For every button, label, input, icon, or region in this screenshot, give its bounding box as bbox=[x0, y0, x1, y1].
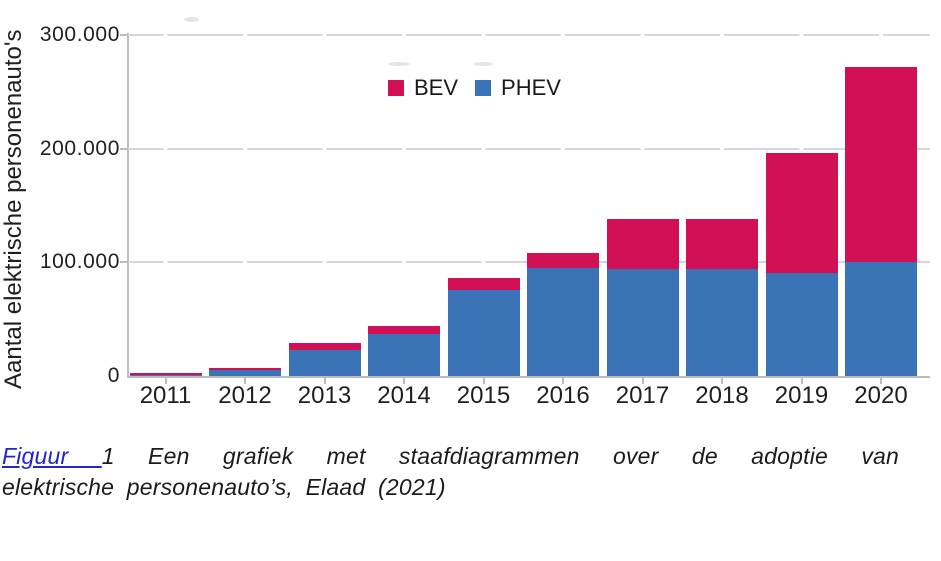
x-tick-label-2013: 2013 bbox=[297, 382, 352, 409]
bar-segment-phev-2016 bbox=[527, 268, 599, 376]
x-axis-line bbox=[127, 376, 930, 378]
x-tick-label-2015: 2015 bbox=[456, 382, 511, 409]
caption-line1-text: 1 Een grafiek met staafdiagrammen over d… bbox=[101, 443, 899, 469]
x-tick-label-2016: 2016 bbox=[536, 382, 590, 409]
x-tick-label-2011: 2011 bbox=[139, 382, 192, 409]
legend-label-phev: PHEV bbox=[501, 75, 561, 100]
y-tick-mark bbox=[120, 261, 128, 264]
gridline-300.000 bbox=[128, 34, 930, 37]
bar-segment-bev-2012 bbox=[209, 368, 281, 371]
figure-caption: Figuur 1 Een grafiek met staafdiagrammen… bbox=[2, 441, 899, 503]
bar-segment-bev-2017 bbox=[606, 219, 679, 270]
x-tick-label-2018: 2018 bbox=[695, 382, 749, 409]
bar-segment-phev-2013 bbox=[288, 349, 361, 376]
bar-segment-phev-2019 bbox=[765, 272, 838, 376]
y-tick-label: 300.000 bbox=[39, 23, 120, 47]
bar-segment-bev-2015 bbox=[447, 278, 520, 290]
smudge-artifact bbox=[388, 62, 410, 66]
bar-segment-bev-2011 bbox=[129, 373, 202, 376]
x-tick-mark bbox=[880, 377, 882, 384]
x-tick-label-2020: 2020 bbox=[854, 382, 908, 409]
bar-segment-bev-2013 bbox=[288, 343, 361, 350]
bar-segment-phev-2014 bbox=[368, 333, 440, 376]
bar-segment-phev-2012 bbox=[209, 370, 281, 376]
caption-line-1: Figuur 1 Een grafiek met staafdiagrammen… bbox=[2, 441, 899, 472]
x-tick-mark bbox=[403, 377, 405, 384]
x-tick-mark bbox=[482, 377, 485, 384]
bar-segment-bev-2018 bbox=[686, 219, 758, 270]
x-tick-label-2017: 2017 bbox=[615, 382, 670, 409]
x-tick-label-2019: 2019 bbox=[774, 382, 829, 409]
x-tick-mark bbox=[244, 377, 246, 384]
legend-swatch-phev bbox=[475, 80, 492, 96]
x-tick-mark bbox=[721, 377, 723, 384]
smudge-artifact bbox=[184, 17, 199, 22]
y-axis-title: Aantal elektrische personenauto's bbox=[0, 29, 27, 389]
bar-segment-bev-2016 bbox=[527, 253, 599, 269]
x-tick-label-2012: 2012 bbox=[218, 382, 272, 409]
y-axis-line bbox=[127, 33, 129, 378]
x-tick-mark bbox=[323, 377, 326, 384]
smudge-artifact bbox=[473, 62, 493, 66]
x-tick-mark bbox=[164, 377, 167, 384]
y-tick-label: 200.000 bbox=[39, 136, 120, 160]
x-tick-mark bbox=[800, 377, 803, 384]
x-tick-mark bbox=[641, 377, 644, 384]
y-tick-label: 0 bbox=[107, 364, 120, 387]
bar-segment-phev-2018 bbox=[686, 269, 758, 376]
bar-segment-phev-2017 bbox=[606, 269, 679, 376]
x-tick-mark bbox=[562, 377, 564, 384]
bar-segment-bev-2020 bbox=[845, 67, 917, 263]
bar-segment-bev-2019 bbox=[765, 153, 838, 273]
y-tick-label: 100.000 bbox=[39, 250, 120, 274]
y-tick-mark bbox=[120, 147, 128, 150]
gridline-200.000 bbox=[128, 147, 930, 150]
legend-item-phev: PHEV bbox=[475, 75, 561, 100]
legend-label-bev: BEV bbox=[414, 75, 459, 100]
legend-item-bev: BEV bbox=[388, 75, 459, 100]
y-tick-mark bbox=[120, 34, 128, 37]
caption-line-2: elektrische personenauto’s, Elaad (2021) bbox=[2, 474, 446, 500]
bar-segment-phev-2020 bbox=[845, 262, 917, 376]
legend-swatch-bev bbox=[388, 80, 404, 96]
bar-segment-phev-2011 bbox=[129, 375, 202, 376]
chart-legend: BEV PHEV bbox=[388, 75, 561, 100]
figuur-link[interactable]: Figuur bbox=[2, 443, 102, 469]
bar-segment-bev-2014 bbox=[368, 326, 440, 334]
x-tick-label-2014: 2014 bbox=[377, 382, 431, 409]
bar-segment-phev-2015 bbox=[447, 289, 520, 376]
